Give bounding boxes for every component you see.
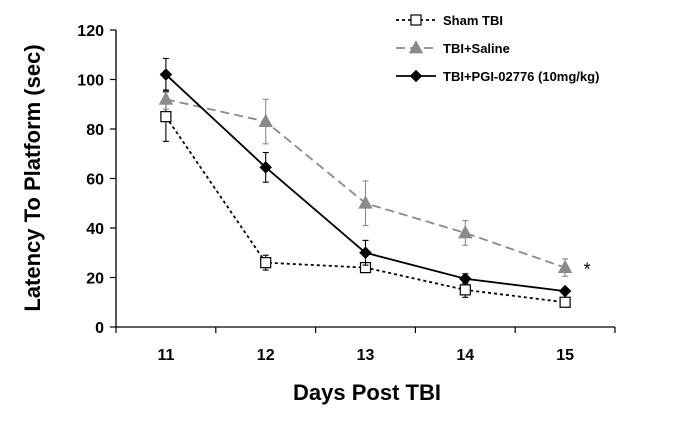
x-tick-label: 15 (556, 347, 574, 364)
data-point (558, 284, 572, 298)
y-tick-label: 40 (86, 221, 104, 238)
x-axis-title: Days Post TBI (293, 380, 441, 405)
data-point (458, 272, 472, 286)
y-tick-label: 20 (86, 271, 104, 288)
data-point (158, 91, 174, 105)
y-axis-title: Latency To Platform (sec) (20, 44, 45, 311)
y-tick-label: 120 (77, 23, 104, 40)
data-point (260, 257, 272, 269)
data-point (258, 113, 273, 127)
y-tick-label: 100 (77, 73, 104, 90)
x-tick-label: 14 (456, 347, 474, 364)
significance-asterisk: * (584, 260, 591, 280)
legend-label: Sham TBI (443, 13, 503, 28)
legend-label: TBI+PGI-02776 (10mg/kg) (443, 69, 599, 84)
y-tick-label: 80 (86, 122, 104, 139)
data-point (259, 161, 273, 174)
x-tick-label: 12 (257, 347, 275, 364)
legend-marker (410, 14, 422, 26)
series-2 (158, 88, 573, 277)
data-point (358, 195, 373, 209)
legend-marker (408, 40, 424, 54)
data-point (557, 259, 573, 274)
data-point (160, 111, 172, 123)
y-axis-ticks: 0 20 40 60 80 100 120 (77, 23, 116, 337)
data-point (559, 296, 571, 308)
x-tick-label: 13 (357, 347, 375, 364)
data-point (359, 246, 372, 260)
legend-item-1: Sham TBI (396, 13, 503, 28)
series-3 (159, 57, 572, 298)
data-point (458, 225, 473, 239)
data-point (459, 284, 471, 296)
series-layer: * (158, 57, 591, 308)
legend-item-2: TBI+Saline (396, 40, 510, 56)
y-tick-label: 0 (95, 320, 104, 337)
legend-label: TBI+Saline (443, 41, 510, 56)
x-axis-ticks: 11 12 13 14 15 (115, 327, 616, 364)
legend: Sham TBI TBI+Saline TBI+PGI-02776 (10mg/kg… (396, 13, 599, 84)
data-point (159, 68, 173, 81)
legend-item-3: TBI+PGI-02776 (10mg/kg) (396, 69, 599, 84)
legend-marker (409, 69, 423, 83)
y-tick-label: 60 (86, 172, 104, 189)
x-tick-label: 11 (157, 347, 174, 364)
